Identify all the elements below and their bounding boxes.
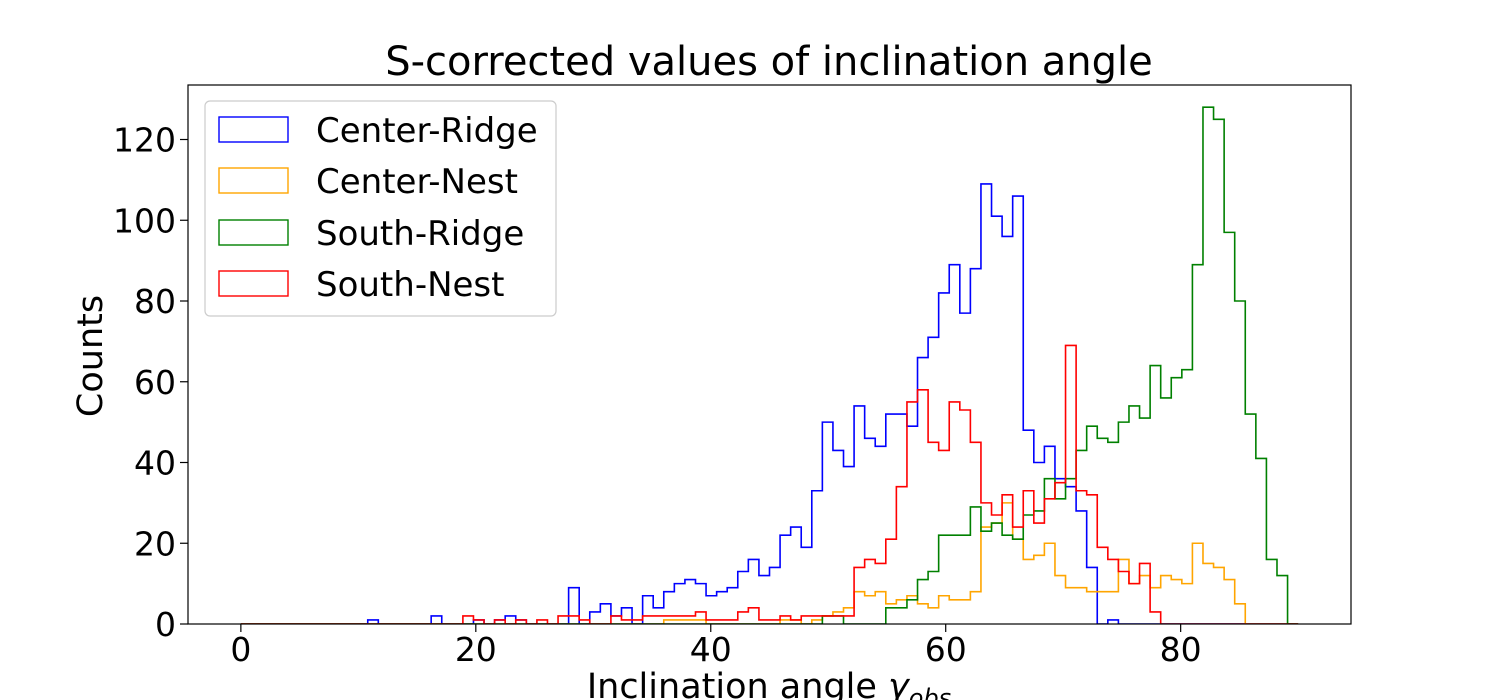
legend-label: Center-Nest [316, 162, 518, 202]
x-tick-label: 40 [690, 630, 732, 669]
x-tick-label: 20 [455, 630, 497, 669]
plot-frame [187, 84, 1352, 625]
x-axis-label-symbol: γ [888, 667, 911, 700]
legend-swatch [218, 116, 289, 143]
histogram-step-south-nest [240, 344, 1299, 624]
legend-swatch [218, 219, 289, 246]
x-axis-label: Inclination angle γobs [587, 667, 951, 700]
y-tick-label: 100 [113, 201, 176, 240]
y-tick-label: 20 [134, 524, 176, 563]
series-south-nest [240, 344, 1299, 624]
y-tick-label: 60 [134, 363, 176, 402]
legend-label: South-Nest [316, 265, 504, 305]
legend-swatch [218, 167, 289, 194]
x-axis-label-text: Inclination angle [587, 667, 888, 700]
series-south-ridge [240, 106, 1299, 624]
y-tick-label: 120 [113, 121, 176, 160]
y-tick-label: 0 [155, 605, 176, 644]
legend: Center-Ridge Center-Nest South-Ridge South-… [204, 100, 557, 317]
x-tick-label: 60 [925, 630, 967, 669]
y-axis-label: Counts [71, 295, 111, 417]
y-axis: 0 20 40 60 80 100 120 [113, 121, 188, 644]
histogram-step-south-ridge [240, 106, 1299, 624]
legend-label: Center-Ridge [316, 111, 538, 151]
legend-label: South-Ridge [316, 214, 524, 254]
legend-box [204, 100, 557, 317]
x-tick-label: 0 [230, 630, 251, 669]
legend-swatch [218, 270, 289, 297]
chart-title: S-corrected values of inclination angle [385, 39, 1153, 85]
x-tick-label: 80 [1160, 630, 1202, 669]
y-tick-label: 40 [134, 444, 176, 483]
x-axis-label-subscript: obs [909, 684, 951, 700]
x-axis: 0 20 40 60 80 [230, 624, 1202, 669]
series-layer [240, 106, 1299, 624]
y-tick-label: 80 [134, 282, 176, 321]
